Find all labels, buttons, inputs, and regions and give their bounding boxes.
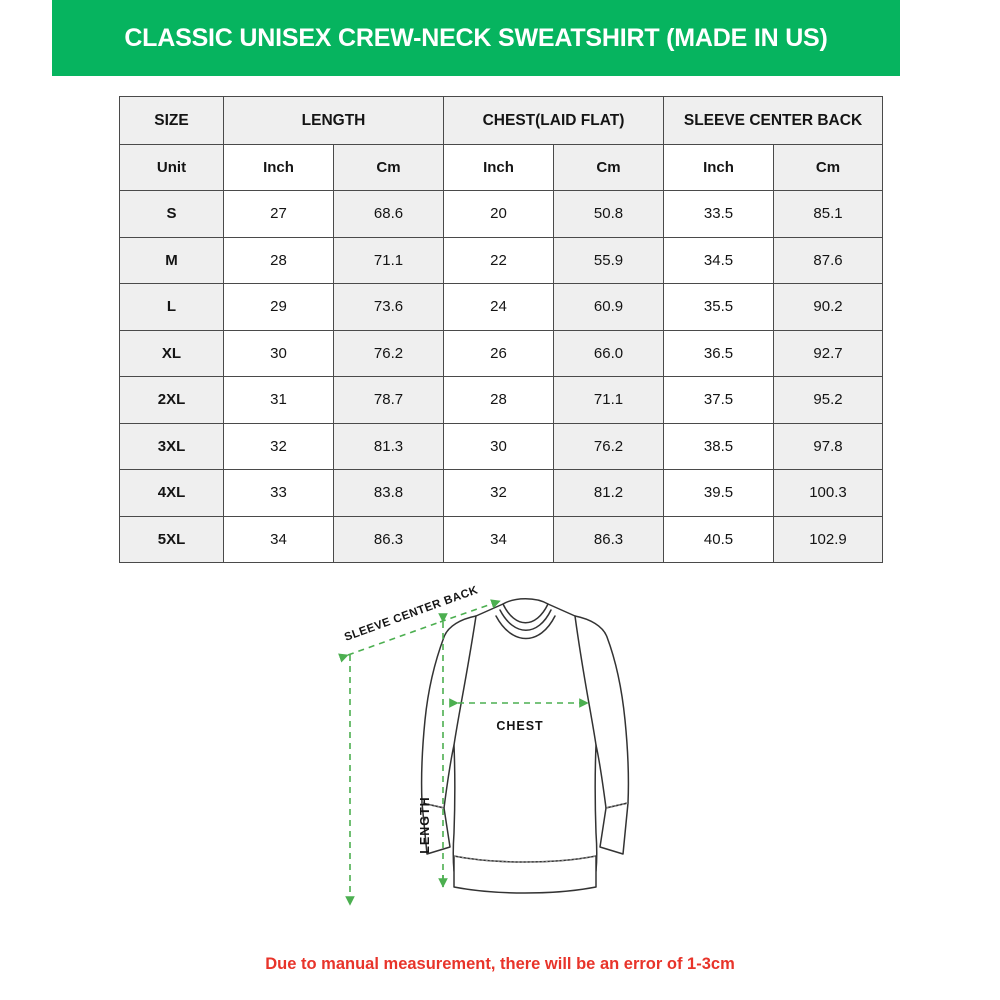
page-title: CLASSIC UNISEX CREW-NECK SWEATSHIRT (MAD…: [124, 23, 828, 52]
cell-length-inch: 29: [223, 283, 334, 331]
group-header-sleeve-center-back: SLEEVE CENTER BACK: [663, 96, 883, 145]
unit-length-inch: Inch: [223, 144, 334, 191]
waistband-stitch: [453, 855, 597, 863]
cell-length-inch: 34: [223, 515, 334, 563]
cell-chest-inch: 22: [443, 236, 554, 284]
chest-label: CHEST: [496, 719, 543, 733]
cell-sleeve-cm: 97.8: [773, 422, 883, 470]
left-cuff: [421, 802, 451, 855]
cell-size: XL: [119, 329, 224, 377]
cell-sleeve-inch: 40.5: [663, 515, 774, 563]
cell-chest-inch: 20: [443, 190, 554, 238]
cell-length-inch: 31: [223, 376, 334, 424]
cell-size: M: [119, 236, 224, 284]
cell-size: 2XL: [119, 376, 224, 424]
cell-sleeve-inch: 34.5: [663, 236, 774, 284]
cell-chest-cm: 76.2: [553, 422, 664, 470]
cell-sleeve-inch: 35.5: [663, 283, 774, 331]
cell-sleeve-inch: 37.5: [663, 376, 774, 424]
table-row: 2XL 31 78.7 28 71.1 37.5 95.2: [119, 376, 883, 424]
cell-sleeve-inch: 39.5: [663, 469, 774, 517]
cell-sleeve-cm: 100.3: [773, 469, 883, 517]
unit-label: Unit: [119, 144, 224, 191]
cell-chest-inch: 26: [443, 329, 554, 377]
table-row: 5XL 34 86.3 34 86.3 40.5 102.9: [119, 515, 883, 563]
cell-chest-cm: 66.0: [553, 329, 664, 377]
cell-sleeve-inch: 38.5: [663, 422, 774, 470]
cell-sleeve-cm: 87.6: [773, 236, 883, 284]
cell-chest-cm: 71.1: [553, 376, 664, 424]
size-chart-table: SIZE LENGTH CHEST(LAID FLAT) SLEEVE CENT…: [119, 96, 883, 563]
sweatshirt-outline: [420, 598, 630, 872]
group-header-length: LENGTH: [223, 96, 444, 145]
table-group-header-row: SIZE LENGTH CHEST(LAID FLAT) SLEEVE CENT…: [119, 96, 883, 145]
unit-chest-cm: Cm: [553, 144, 664, 191]
length-label: LENGTH: [418, 796, 432, 853]
cell-sleeve-cm: 102.9: [773, 515, 883, 563]
table-row: L 29 73.6 24 60.9 35.5 90.2: [119, 283, 883, 331]
garment-measurement-diagram: SLEEVE CENTER BACK CHEST LENGTH: [320, 575, 690, 925]
table-row: XL 30 76.2 26 66.0 36.5 92.7: [119, 329, 883, 377]
cell-chest-cm: 60.9: [553, 283, 664, 331]
cell-size: L: [119, 283, 224, 331]
cell-length-inch: 27: [223, 190, 334, 238]
cell-chest-inch: 32: [443, 469, 554, 517]
cell-sleeve-inch: 36.5: [663, 329, 774, 377]
cell-length-cm: 71.1: [333, 236, 444, 284]
cell-length-cm: 73.6: [333, 283, 444, 331]
waistband: [453, 855, 597, 894]
cell-length-cm: 76.2: [333, 329, 444, 377]
table-row: M 28 71.1 22 55.9 34.5 87.6: [119, 236, 883, 284]
cell-chest-cm: 55.9: [553, 236, 664, 284]
cell-sleeve-cm: 92.7: [773, 329, 883, 377]
unit-sleeve-inch: Inch: [663, 144, 774, 191]
cell-size: S: [119, 190, 224, 238]
group-header-chest: CHEST(LAID FLAT): [443, 96, 664, 145]
cell-size: 5XL: [119, 515, 224, 563]
table-row: S 27 68.6 20 50.8 33.5 85.1: [119, 190, 883, 238]
cell-chest-cm: 81.2: [553, 469, 664, 517]
cell-chest-inch: 30: [443, 422, 554, 470]
unit-chest-inch: Inch: [443, 144, 554, 191]
cell-chest-cm: 86.3: [553, 515, 664, 563]
cell-chest-inch: 24: [443, 283, 554, 331]
unit-length-cm: Cm: [333, 144, 444, 191]
cell-length-inch: 28: [223, 236, 334, 284]
cell-sleeve-cm: 95.2: [773, 376, 883, 424]
cell-length-inch: 32: [223, 422, 334, 470]
cell-length-cm: 78.7: [333, 376, 444, 424]
cell-sleeve-inch: 33.5: [663, 190, 774, 238]
cell-size: 4XL: [119, 469, 224, 517]
cell-chest-inch: 34: [443, 515, 554, 563]
cell-length-inch: 33: [223, 469, 334, 517]
size-chart-table-container: SIZE LENGTH CHEST(LAID FLAT) SLEEVE CENT…: [119, 96, 883, 563]
right-cuff: [599, 802, 629, 855]
table-unit-row: Unit Inch Cm Inch Cm Inch Cm: [119, 144, 883, 191]
cell-length-cm: 81.3: [333, 422, 444, 470]
sleeve-center-back-measure-line: [338, 599, 501, 906]
cell-length-cm: 86.3: [333, 515, 444, 563]
table-row: 3XL 32 81.3 30 76.2 38.5 97.8: [119, 422, 883, 470]
cell-length-cm: 68.6: [333, 190, 444, 238]
cell-sleeve-cm: 85.1: [773, 190, 883, 238]
cell-length-cm: 83.8: [333, 469, 444, 517]
cell-chest-cm: 50.8: [553, 190, 664, 238]
cell-sleeve-cm: 90.2: [773, 283, 883, 331]
header-banner: CLASSIC UNISEX CREW-NECK SWEATSHIRT (MAD…: [52, 0, 900, 76]
cell-length-inch: 30: [223, 329, 334, 377]
unit-sleeve-cm: Cm: [773, 144, 883, 191]
group-header-size: SIZE: [119, 96, 224, 145]
table-row: 4XL 33 83.8 32 81.2 39.5 100.3: [119, 469, 883, 517]
measurement-disclaimer: Due to manual measurement, there will be…: [265, 955, 735, 973]
cell-size: 3XL: [119, 422, 224, 470]
cell-chest-inch: 28: [443, 376, 554, 424]
